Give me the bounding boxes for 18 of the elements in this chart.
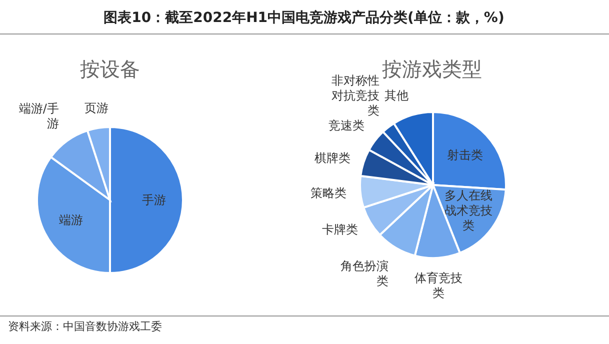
text: 资料来源：中国音数协游戏工委 [8, 320, 162, 333]
label: 页游 [84, 101, 108, 116]
label: 体育竞技类 [414, 270, 462, 300]
label: 竞速类 [328, 118, 364, 133]
label: 多人在线战术竞技类 [444, 188, 492, 233]
label: 策略类 [310, 186, 346, 200]
label: 棋牌类 [314, 151, 350, 166]
label: 射击类 [446, 148, 483, 162]
label: 端游 [58, 212, 83, 227]
label: 卡牌类 [322, 222, 358, 236]
text: 图表10：截至2022年H1中国电竞游戏产品分类(单位：款，%) [104, 9, 504, 26]
chart-title: 按设备 [80, 57, 140, 81]
label: 非对称性对抗竞技类 [332, 73, 380, 118]
label: 手游 [142, 193, 166, 207]
label: 其他 [384, 88, 409, 102]
label: 端游/手游 [18, 102, 59, 131]
chart-title: 按游戏类型 [382, 57, 482, 81]
label: 角色扮演类 [340, 258, 389, 288]
